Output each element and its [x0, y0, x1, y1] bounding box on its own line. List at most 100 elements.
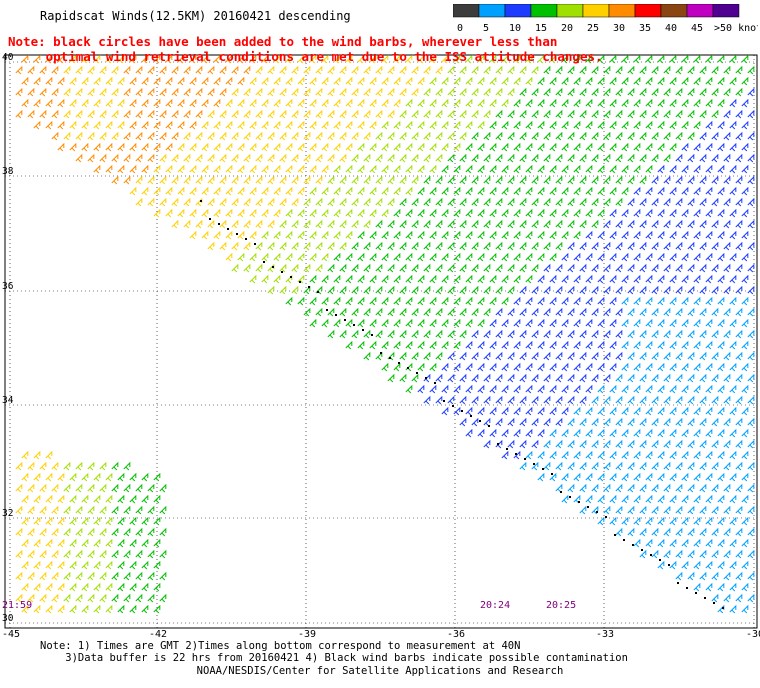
wind-barb: [111, 527, 119, 537]
wind-barb: [489, 318, 497, 328]
wind-barb: [711, 153, 719, 163]
wind-barb: [417, 164, 425, 174]
wind-barb: [189, 54, 197, 64]
wind-barb: [363, 241, 371, 251]
wind-barb: [405, 186, 413, 196]
wind-barb: [729, 120, 737, 130]
wind-barb: [495, 395, 503, 405]
wind-barb: [159, 65, 167, 75]
wind-barb: [717, 208, 725, 218]
wind-barb: [189, 164, 197, 174]
wind-barb: [57, 560, 65, 570]
wind-barb: [561, 208, 569, 218]
wind-barb: [297, 98, 305, 108]
wind-barb: [429, 142, 437, 152]
wind-barb: [687, 483, 695, 493]
wind-barb: [99, 483, 107, 493]
wind-barb: [159, 505, 167, 515]
wind-barb: [381, 230, 389, 240]
wind-barb: [21, 98, 29, 108]
wind-barb: [135, 65, 143, 75]
wind-barb: [57, 76, 65, 86]
wind-barb: [531, 153, 539, 163]
wind-barb: [225, 186, 233, 196]
wind-barb: [693, 120, 701, 130]
wind-barb: [597, 406, 605, 416]
wind-barb: [375, 329, 383, 339]
wind-barb: [615, 329, 623, 339]
wind-barb: [603, 329, 611, 339]
wind-barb: [69, 604, 77, 614]
wind-barb: [663, 461, 671, 471]
wind-barb: [567, 175, 575, 185]
wind-barb: [99, 593, 107, 603]
wind-barb: [639, 263, 647, 273]
wind-barb: [309, 296, 317, 306]
wind-barb: [93, 538, 101, 548]
wind-barb: [627, 87, 635, 97]
wind-barb: [255, 219, 263, 229]
wind-barb: [273, 230, 281, 240]
wind-barb: [483, 395, 491, 405]
wind-barb: [735, 351, 743, 361]
wind-barb: [417, 252, 425, 262]
wind-barb: [513, 406, 521, 416]
wind-barb: [729, 406, 737, 416]
wind-barb: [387, 87, 395, 97]
quality-flag-dot: [308, 286, 310, 288]
wind-barb: [687, 109, 695, 119]
wind-barb: [657, 98, 665, 108]
quality-flag-dot: [470, 415, 472, 417]
wind-barb: [633, 76, 641, 86]
wind-barb: [597, 472, 605, 482]
quality-flag-dot: [533, 463, 535, 465]
wind-barb: [111, 593, 119, 603]
wind-barb: [417, 384, 425, 394]
wind-barb: [225, 98, 233, 108]
wind-barb: [267, 175, 275, 185]
quality-flag-dot: [479, 420, 481, 422]
wind-barb: [135, 175, 143, 185]
wind-barb: [57, 494, 65, 504]
wind-barb: [435, 175, 443, 185]
wind-barb: [321, 208, 329, 218]
wind-barb: [501, 98, 509, 108]
wind-barb: [501, 384, 509, 394]
wind-barb: [645, 230, 653, 240]
wind-barb: [687, 131, 695, 141]
wind-barb: [375, 219, 383, 229]
wind-barb: [201, 98, 209, 108]
wind-barb: [543, 461, 551, 471]
wind-barb: [87, 483, 95, 493]
wind-barb: [735, 527, 743, 537]
wind-barb: [741, 428, 749, 438]
wind-barb: [369, 186, 377, 196]
wind-barb: [657, 560, 665, 570]
wind-barb: [297, 142, 305, 152]
wind-barb: [183, 131, 191, 141]
longitude-label: -42: [149, 629, 167, 640]
wind-barb: [591, 197, 599, 207]
wind-barb: [675, 153, 683, 163]
wind-barb: [321, 186, 329, 196]
wind-barb: [669, 428, 677, 438]
wind-barb: [645, 318, 653, 328]
wind-barb: [351, 329, 359, 339]
wind-barb: [693, 98, 701, 108]
wind-barb: [489, 164, 497, 174]
wind-barb: [639, 373, 647, 383]
wind-barb: [207, 131, 215, 141]
longitude-label: -36: [447, 629, 465, 640]
wind-barb: [345, 274, 353, 284]
wind-barb: [681, 208, 689, 218]
wind-barb: [531, 219, 539, 229]
wind-barb: [723, 109, 731, 119]
wind-barb: [687, 87, 695, 97]
wind-barb: [693, 340, 701, 350]
wind-barb: [381, 120, 389, 130]
wind-barb: [231, 263, 239, 273]
wind-barb: [669, 406, 677, 416]
wind-barb: [339, 175, 347, 185]
wind-barb: [621, 54, 629, 64]
wind-barb: [381, 186, 389, 196]
